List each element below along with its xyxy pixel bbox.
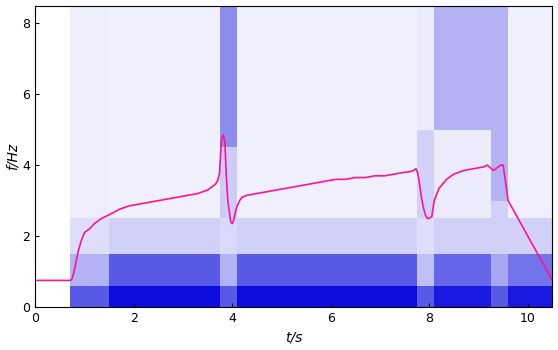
Bar (109, 286, 220, 307)
Bar (109, 254, 220, 286)
Bar (417, 218, 434, 254)
Bar (434, 218, 491, 254)
Bar (417, 6, 434, 130)
Bar (70, 6, 109, 218)
Bar (434, 286, 491, 307)
Bar (220, 147, 237, 218)
Bar (70, 218, 109, 254)
Y-axis label: f/Hz: f/Hz (6, 143, 20, 170)
Bar (237, 286, 417, 307)
Bar (220, 254, 237, 286)
Bar (237, 218, 417, 254)
Bar (508, 254, 552, 286)
Bar (220, 6, 237, 147)
Bar (109, 218, 220, 254)
Bar (434, 254, 491, 286)
Bar (491, 6, 508, 201)
Bar (491, 286, 508, 307)
Bar (491, 201, 508, 254)
Bar (70, 254, 109, 286)
Bar (220, 218, 237, 254)
Bar (434, 130, 491, 218)
Bar (417, 286, 434, 307)
Bar (237, 6, 417, 218)
Bar (417, 130, 434, 218)
Bar (508, 218, 552, 254)
Bar (508, 286, 552, 307)
Bar (508, 6, 552, 218)
Bar (491, 254, 508, 286)
Bar (237, 254, 417, 286)
Bar (109, 6, 220, 218)
Bar (70, 286, 109, 307)
X-axis label: t/s: t/s (285, 330, 302, 344)
Bar (434, 6, 491, 130)
Bar (220, 286, 237, 307)
Bar (417, 254, 434, 286)
